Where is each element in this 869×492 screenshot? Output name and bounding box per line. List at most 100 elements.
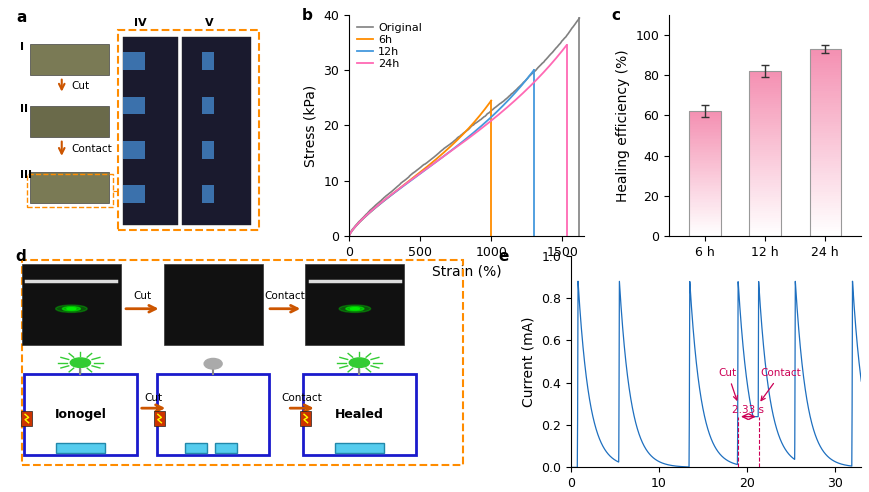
Bar xyxy=(809,70,840,72)
Original xyxy=(357,215,368,220)
24h xyxy=(343,233,354,239)
Text: I: I xyxy=(20,42,23,52)
Bar xyxy=(809,56,840,59)
Bar xyxy=(688,160,720,161)
Bar xyxy=(809,222,840,224)
Bar xyxy=(688,167,720,169)
Bar xyxy=(748,162,779,164)
Bar xyxy=(30,105,109,136)
Bar xyxy=(748,90,779,92)
Bar xyxy=(688,199,720,200)
Bar xyxy=(688,130,720,132)
Bar xyxy=(748,170,779,172)
Bar xyxy=(748,184,779,186)
Bar xyxy=(748,129,779,131)
Bar xyxy=(748,106,779,108)
Bar xyxy=(302,374,415,455)
Bar xyxy=(809,59,840,61)
Bar xyxy=(335,443,384,453)
Line: 6h: 6h xyxy=(348,100,491,236)
Bar xyxy=(748,189,779,191)
Bar xyxy=(688,172,720,174)
Bar xyxy=(688,186,720,188)
Ellipse shape xyxy=(204,359,222,369)
Bar xyxy=(748,195,779,197)
Bar xyxy=(748,82,779,84)
Bar xyxy=(305,264,404,345)
Bar xyxy=(688,136,720,138)
Y-axis label: Healing efficiency (%): Healing efficiency (%) xyxy=(615,49,629,202)
Text: Cut: Cut xyxy=(718,369,737,400)
Bar xyxy=(688,135,720,136)
Bar xyxy=(688,128,720,130)
Bar xyxy=(809,100,840,103)
Bar xyxy=(748,205,779,207)
Bar xyxy=(748,166,779,168)
Bar xyxy=(809,75,840,77)
Text: Contact: Contact xyxy=(264,291,305,301)
Bar xyxy=(748,119,779,121)
Bar xyxy=(688,203,720,205)
Bar xyxy=(748,71,779,73)
Bar xyxy=(688,144,720,146)
Ellipse shape xyxy=(56,305,87,312)
Text: Cut: Cut xyxy=(144,393,163,402)
Bar xyxy=(748,164,779,166)
Bar xyxy=(24,374,136,455)
Bar xyxy=(688,116,720,118)
Bar xyxy=(748,102,779,104)
Line: 24h: 24h xyxy=(348,45,566,236)
Text: Contact: Contact xyxy=(282,393,322,402)
24h xyxy=(561,42,571,48)
Bar xyxy=(688,151,720,152)
Bar xyxy=(748,92,779,94)
Bar xyxy=(809,49,840,51)
Bar xyxy=(748,203,779,205)
Bar xyxy=(688,113,720,115)
Polygon shape xyxy=(123,185,145,203)
Bar xyxy=(748,168,779,170)
Bar xyxy=(748,133,779,135)
Bar xyxy=(688,156,720,158)
Bar xyxy=(748,148,779,150)
Original xyxy=(477,115,488,121)
Bar xyxy=(688,196,720,197)
Bar xyxy=(809,227,840,229)
Text: c: c xyxy=(611,8,620,23)
Text: e: e xyxy=(498,249,508,265)
Bar xyxy=(809,168,840,171)
Bar xyxy=(748,224,779,226)
Bar xyxy=(748,201,779,203)
Bar xyxy=(688,158,720,160)
Bar xyxy=(809,196,840,199)
Ellipse shape xyxy=(348,358,369,368)
Bar xyxy=(809,49,840,236)
Bar xyxy=(688,200,720,202)
Bar xyxy=(688,227,720,228)
Bar xyxy=(809,79,840,82)
12h xyxy=(355,218,365,224)
Bar xyxy=(688,188,720,189)
Bar xyxy=(688,132,720,133)
Ellipse shape xyxy=(70,358,90,368)
Bar xyxy=(748,146,779,148)
Bar xyxy=(688,147,720,149)
Bar xyxy=(688,207,720,208)
Bar xyxy=(688,139,720,141)
Bar xyxy=(156,374,269,455)
Bar xyxy=(688,231,720,233)
Bar xyxy=(748,96,779,98)
Bar xyxy=(688,177,720,179)
Bar xyxy=(809,217,840,220)
Bar xyxy=(809,61,840,63)
Bar xyxy=(809,171,840,173)
Polygon shape xyxy=(123,96,145,114)
Bar xyxy=(748,217,779,219)
Bar xyxy=(688,111,720,113)
Bar xyxy=(688,180,720,182)
Text: III: III xyxy=(20,170,32,180)
Bar xyxy=(688,123,720,124)
Bar xyxy=(748,135,779,137)
Bar xyxy=(809,203,840,206)
Bar xyxy=(748,79,779,82)
